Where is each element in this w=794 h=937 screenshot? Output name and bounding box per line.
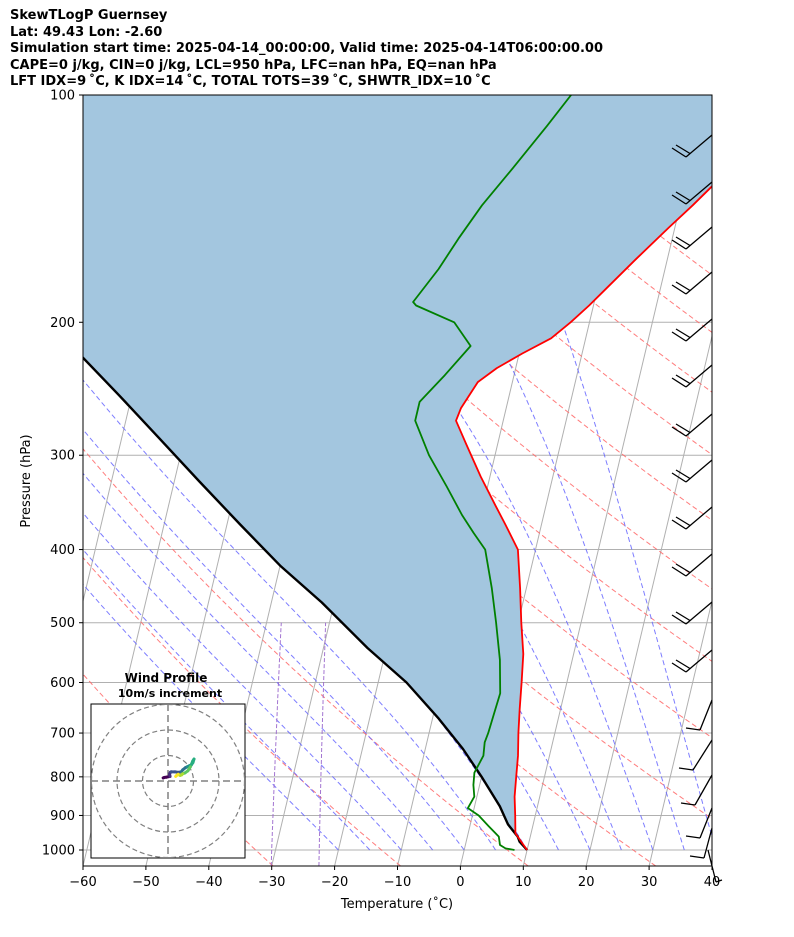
wind-barb: [689, 827, 713, 859]
moist-adiabat-line: [83, 548, 371, 851]
y-tick-label: 800: [50, 770, 75, 785]
x-tick-label: −30: [258, 875, 285, 890]
dry-adiabat-line: [83, 556, 401, 866]
isotherm-line: [648, 598, 712, 866]
wind-barb: [680, 774, 713, 806]
hodograph-ring: [91, 704, 245, 858]
chart-title: SkewTLogP Guernsey: [10, 8, 168, 23]
moist-adiabat-line: [463, 95, 712, 839]
x-tick-label: 40: [704, 875, 721, 890]
wind-profile-inset: Wind Profile 10m/s increment: [90, 671, 246, 859]
wind-barb: [678, 739, 713, 771]
isotherm-line: [522, 95, 707, 866]
x-tick-label: −20: [321, 875, 348, 890]
cape-fill-area: [83, 95, 712, 850]
x-tick-label: −10: [384, 875, 411, 890]
y-tick-label: 700: [50, 727, 75, 742]
y-tick-label: 300: [50, 449, 75, 464]
isotherm-line: [711, 863, 712, 866]
wind-barb: [671, 601, 713, 625]
wind-barb: [671, 226, 713, 250]
temperature-line: [455, 185, 712, 851]
x-tick-label: 10: [515, 875, 532, 890]
y-tick-label: 1000: [42, 844, 75, 859]
moist-adiabat-line: [83, 428, 465, 851]
x-tick-label: 0: [456, 875, 464, 890]
moist-adiabat-line: [83, 512, 402, 851]
isotherm-line: [0, 95, 14, 866]
y-tick-label: 900: [50, 809, 75, 824]
chart-header: SkewTLogP Guernsey Lat: 49.43 Lon: -2.60…: [10, 8, 603, 91]
y-tick-label: 400: [50, 543, 75, 558]
hodograph-title: Wind Profile: [125, 671, 208, 685]
moist-adiabat-line: [99, 95, 622, 851]
chart-axes: −60 −50 −40 −30 −20 −10 0 10 20 30 40 100 200 300 400 5…: [42, 89, 720, 891]
wind-barb: [671, 649, 713, 673]
x-tick-label: 20: [578, 875, 595, 890]
y-axis-label: Pressure (hPa): [19, 434, 34, 527]
wind-barbs: [671, 134, 723, 883]
wind-barb: [671, 459, 713, 483]
isotherm-line: [775, 95, 794, 866]
moist-adiabat-line: [83, 583, 339, 851]
mixing-ratio-line: [318, 622, 327, 866]
wind-barb: [671, 318, 713, 342]
isotherm-line: [585, 333, 712, 866]
wind-barb: [671, 134, 713, 158]
wind-barb: [685, 807, 713, 839]
x-tick-label: 30: [641, 875, 658, 890]
dry-adiabat-line: [228, 95, 712, 521]
dewpoint-line: [412, 95, 572, 851]
hodograph-subtitle: 10m/s increment: [118, 687, 222, 700]
location-line: Lat: 49.43 Lon: -2.60: [10, 24, 163, 40]
wind-barb: [671, 364, 713, 388]
wind-barb: [671, 506, 713, 530]
y-tick-label: 100: [50, 89, 75, 104]
moist-adiabat-line: [83, 379, 497, 851]
indices-line-2: LFT IDX=9 ˚C, K IDX=14 ˚C, TOTAL TOTS=39…: [10, 74, 491, 90]
parcel-path-line: [83, 356, 528, 851]
moist-adiabat-line: [83, 472, 434, 851]
dry-adiabat-line: [83, 448, 529, 866]
wind-barb: [671, 553, 713, 577]
moist-adiabat-line: [327, 95, 685, 851]
y-tick-label: 600: [50, 676, 75, 691]
x-tick-label: −40: [195, 875, 222, 890]
sounding-profiles: [83, 95, 712, 851]
indices-line-1: CAPE=0 j/kg, CIN=0 j/kg, LCL=950 hPa, LF…: [10, 57, 497, 73]
hodograph-segment: [174, 773, 179, 778]
cape-fill: [83, 95, 712, 850]
y-tick-label: 500: [50, 616, 75, 631]
x-tick-label: −50: [132, 875, 159, 890]
time-line: Simulation start time: 2025-04-14_00:00:…: [10, 41, 603, 57]
wind-barb: [671, 271, 713, 295]
isotherm-line: [0, 95, 77, 866]
x-axis-label: Temperature (˚C): [340, 896, 453, 912]
wind-barb: [685, 699, 713, 731]
x-tick-label: −60: [69, 875, 96, 890]
wind-barb: [671, 181, 713, 205]
y-tick-label: 200: [50, 316, 75, 331]
wind-barb: [671, 413, 713, 437]
mixing-ratio-line: [270, 622, 282, 866]
